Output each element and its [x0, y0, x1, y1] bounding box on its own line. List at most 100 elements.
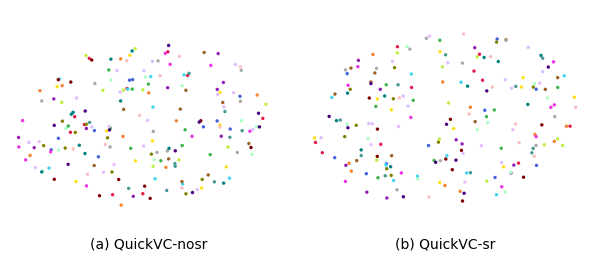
- Point: [196, 119, 206, 123]
- Point: [393, 45, 402, 49]
- Point: [141, 75, 150, 79]
- Point: [382, 167, 391, 171]
- Point: [530, 132, 540, 136]
- Point: [382, 196, 391, 200]
- Point: [476, 144, 486, 148]
- Point: [156, 159, 166, 163]
- Point: [148, 164, 158, 168]
- X-axis label: (a) QuickVC-nosr: (a) QuickVC-nosr: [90, 238, 207, 252]
- Point: [451, 158, 461, 162]
- Point: [501, 38, 511, 42]
- Point: [479, 55, 489, 59]
- Point: [218, 100, 228, 104]
- Point: [125, 78, 134, 82]
- Point: [61, 146, 70, 150]
- Point: [197, 177, 207, 182]
- Point: [318, 151, 327, 155]
- Point: [172, 119, 181, 123]
- Point: [509, 163, 519, 167]
- Point: [71, 130, 80, 134]
- Point: [122, 87, 132, 91]
- Point: [388, 59, 397, 63]
- Point: [139, 69, 148, 73]
- Point: [489, 108, 499, 112]
- Point: [345, 161, 354, 165]
- Point: [343, 126, 353, 130]
- Point: [68, 147, 78, 151]
- Point: [148, 105, 158, 109]
- Point: [550, 114, 560, 119]
- Point: [458, 151, 467, 155]
- Point: [174, 158, 184, 162]
- Point: [225, 135, 235, 139]
- Point: [71, 179, 81, 184]
- Point: [105, 124, 114, 129]
- Point: [155, 74, 165, 78]
- Point: [364, 136, 373, 141]
- Point: [393, 51, 402, 55]
- Point: [388, 97, 398, 101]
- Point: [57, 100, 67, 104]
- Point: [90, 164, 99, 168]
- Point: [336, 118, 345, 122]
- Point: [544, 65, 553, 69]
- Point: [181, 88, 191, 92]
- Point: [127, 49, 137, 53]
- Point: [342, 122, 352, 126]
- Point: [131, 159, 140, 163]
- Point: [562, 124, 571, 128]
- Point: [148, 59, 157, 63]
- Point: [523, 102, 533, 106]
- Point: [529, 85, 538, 89]
- Point: [148, 129, 158, 133]
- Point: [330, 92, 340, 96]
- Point: [386, 165, 396, 169]
- Point: [67, 112, 76, 116]
- Point: [61, 126, 71, 130]
- Point: [236, 99, 245, 103]
- Point: [232, 151, 242, 155]
- Point: [144, 91, 153, 95]
- Point: [128, 78, 137, 82]
- Point: [549, 60, 558, 64]
- Point: [46, 148, 56, 152]
- Point: [441, 53, 450, 57]
- Point: [213, 119, 222, 123]
- Point: [506, 170, 516, 174]
- Point: [549, 139, 559, 143]
- Point: [403, 104, 413, 108]
- Point: [470, 120, 480, 124]
- Point: [160, 51, 170, 55]
- Point: [372, 158, 381, 162]
- Point: [198, 125, 208, 129]
- Point: [497, 146, 506, 150]
- Point: [119, 107, 128, 111]
- Point: [115, 90, 125, 94]
- Point: [565, 124, 575, 128]
- Point: [492, 37, 502, 41]
- Point: [364, 121, 374, 125]
- Point: [380, 174, 390, 178]
- Point: [499, 165, 508, 169]
- Point: [466, 171, 475, 175]
- Point: [94, 155, 103, 159]
- Point: [213, 87, 222, 91]
- Point: [135, 113, 144, 117]
- Point: [178, 182, 187, 186]
- Point: [161, 165, 170, 169]
- Point: [210, 180, 219, 184]
- Point: [177, 179, 187, 184]
- Point: [138, 88, 147, 92]
- Point: [478, 78, 487, 82]
- Point: [341, 68, 350, 72]
- Point: [425, 34, 434, 38]
- Point: [100, 143, 110, 147]
- Point: [204, 173, 213, 177]
- Point: [356, 154, 366, 158]
- Point: [90, 81, 100, 86]
- Point: [177, 186, 187, 190]
- Point: [244, 142, 254, 146]
- Point: [26, 153, 35, 157]
- Point: [501, 38, 511, 42]
- Point: [247, 145, 256, 150]
